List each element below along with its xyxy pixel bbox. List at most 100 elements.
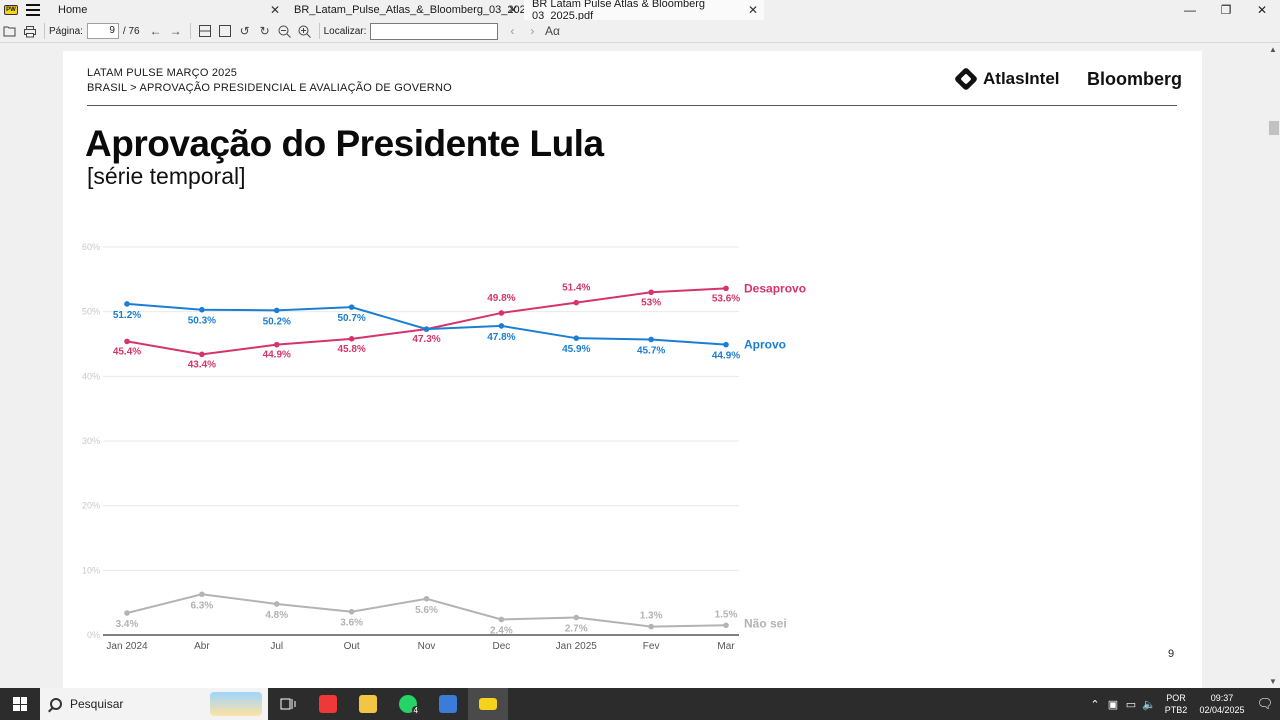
tab-home-label: Home — [58, 4, 88, 16]
y-tick-label: 10% — [82, 565, 100, 575]
data-point — [273, 601, 280, 607]
x-tick-label: Abr — [194, 641, 210, 652]
pdf-viewer-taskbar-icon[interactable] — [468, 688, 508, 720]
data-point — [423, 595, 430, 602]
fit-page-icon[interactable] — [215, 21, 235, 41]
device-icon[interactable]: ▣ — [1107, 698, 1119, 711]
calculator-icon[interactable] — [428, 688, 468, 720]
x-tick-label: Dec — [492, 641, 510, 652]
data-label: 6.3% — [190, 600, 213, 611]
close-icon[interactable]: ✕ — [747, 3, 758, 17]
fit-width-icon[interactable] — [195, 21, 215, 41]
data-label: 45.4% — [113, 346, 141, 357]
maximize-button[interactable]: ❐ — [1220, 3, 1232, 17]
network-icon[interactable]: ▭ — [1125, 698, 1137, 711]
find-previous-icon[interactable]: ‹ — [510, 24, 515, 38]
data-point — [348, 304, 355, 310]
task-view-icon[interactable] — [268, 688, 308, 720]
find-input[interactable] — [370, 22, 499, 40]
tab-document-2[interactable]: BR Latam Pulse Atlas & Bloomberg 03_2025… — [524, 0, 764, 22]
data-label: 45.7% — [637, 345, 665, 356]
zoom-in-icon[interactable] — [295, 21, 315, 41]
find-next-icon[interactable]: › — [530, 24, 535, 38]
clock[interactable]: 09:37 02/04/2025 — [1194, 692, 1250, 716]
header-divider — [87, 105, 1177, 106]
y-tick-label: 30% — [82, 436, 100, 446]
app-logo-icon[interactable]: PW — [4, 5, 18, 15]
clock-date: 02/04/2025 — [1199, 705, 1245, 715]
scroll-down-icon[interactable]: ▼ — [1269, 677, 1277, 686]
open-folder-icon[interactable] — [0, 21, 20, 41]
data-point — [348, 608, 355, 615]
rotate-left-icon[interactable]: ↺ — [239, 24, 250, 38]
report-header: LATAM PULSE MARÇO 2025 — [87, 67, 238, 79]
tab-home[interactable]: Home ✕ — [50, 0, 286, 20]
scroll-up-icon[interactable]: ▲ — [1269, 45, 1277, 54]
file-explorer-icon[interactable] — [348, 688, 388, 720]
windows-logo-icon — [13, 697, 27, 711]
page-label: Página: — [49, 25, 83, 37]
whatsapp-icon[interactable]: 4 — [388, 688, 428, 720]
x-tick-label: Out — [344, 641, 360, 652]
tab-document-1[interactable]: BR_Latam_Pulse_Atlas_&_Bloomberg_03_2025… — [286, 0, 550, 20]
toolbar-divider — [318, 23, 320, 39]
previous-page-arrow-icon[interactable]: ← — [149, 24, 162, 38]
print-icon[interactable] — [20, 21, 40, 41]
toolbar: Página: 9 / 76 ← → ↺ ↻ Localizar: ‹ › Aα — [0, 20, 1280, 43]
find-label: Localizar: — [323, 25, 367, 37]
minimize-button[interactable]: — — [1184, 3, 1196, 17]
menu-icon[interactable] — [26, 4, 40, 16]
vertical-scrollbar[interactable]: ▲ ▼ — [1266, 43, 1280, 688]
data-label: 43.4% — [188, 359, 216, 370]
x-tick-label: Mar — [717, 641, 735, 652]
data-point — [498, 616, 505, 623]
page-number: 9 — [1168, 648, 1175, 660]
toolbar-divider — [44, 23, 45, 39]
data-label: 1.5% — [715, 609, 738, 620]
data-label: 3.4% — [116, 619, 139, 630]
page-number-input[interactable]: 9 — [86, 23, 119, 39]
data-point — [124, 610, 130, 616]
scrollbar-thumb[interactable] — [1269, 121, 1279, 135]
close-window-button[interactable]: ✕ — [1256, 3, 1268, 17]
tab-document-2-label: BR Latam Pulse Atlas & Bloomberg 03_2025… — [532, 0, 706, 22]
toolbar-divider — [189, 23, 191, 39]
series-label: Aprovo — [744, 338, 786, 352]
zoom-out-icon[interactable] — [275, 21, 295, 41]
data-label: 50.2% — [263, 316, 291, 327]
font-options-icon[interactable]: Aα — [544, 24, 560, 38]
volume-icon[interactable]: 🔈 — [1142, 698, 1156, 711]
next-page-arrow-icon[interactable]: → — [169, 24, 182, 38]
rotate-right-icon[interactable]: ↻ — [259, 24, 270, 38]
taskbar-search[interactable]: Pesquisar — [40, 688, 268, 720]
data-point — [348, 336, 355, 342]
x-tick-label: Nov — [418, 641, 436, 652]
pdf-page: LATAM PULSE MARÇO 2025 BRASIL > APROVAÇÃ… — [63, 51, 1202, 688]
page-subtitle: [série temporal] — [87, 163, 246, 189]
close-icon[interactable]: ✕ — [269, 3, 280, 17]
data-label: 2.7% — [565, 624, 588, 635]
show-hidden-icons-chevron-icon[interactable]: ⌃ — [1090, 698, 1100, 711]
language-indicator[interactable]: POR PTB2 — [1158, 692, 1194, 716]
data-point — [124, 338, 130, 345]
bloomberg-logo: Bloomberg — [1087, 69, 1183, 89]
notification-center-icon[interactable]: 🗨 — [1256, 696, 1274, 711]
y-tick-label: 0% — [87, 630, 100, 640]
tab-bar: PW Home ✕ BR_Latam_Pulse_Atlas_&_Bloombe… — [0, 0, 1280, 22]
data-label: 1.3% — [640, 611, 663, 622]
data-point — [199, 591, 205, 598]
start-button[interactable] — [0, 688, 40, 720]
data-label: 53.6% — [712, 293, 740, 304]
window-controls: — ❐ ✕ — [1172, 0, 1280, 20]
y-tick-label: 40% — [82, 371, 100, 381]
data-point — [498, 310, 505, 316]
data-point — [124, 301, 130, 307]
data-label: 51.2% — [113, 310, 141, 321]
data-point — [423, 326, 430, 332]
vivaldi-browser-icon[interactable] — [308, 688, 348, 720]
data-label: 49.8% — [487, 293, 515, 304]
language-code: POR — [1166, 693, 1186, 703]
close-icon[interactable]: ✕ — [507, 3, 518, 17]
document-viewport[interactable]: LATAM PULSE MARÇO 2025 BRASIL > APROVAÇÃ… — [0, 43, 1266, 688]
